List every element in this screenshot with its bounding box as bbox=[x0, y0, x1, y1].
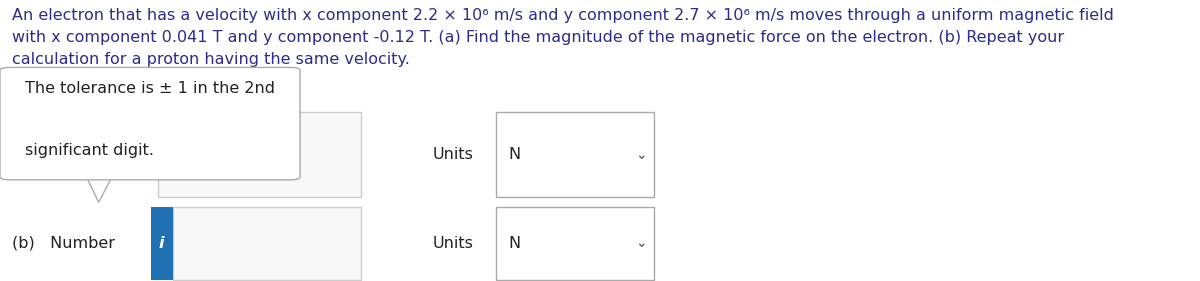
Text: Units: Units bbox=[432, 147, 473, 162]
Text: ⌄: ⌄ bbox=[635, 148, 647, 162]
FancyBboxPatch shape bbox=[497, 207, 654, 280]
FancyBboxPatch shape bbox=[0, 67, 300, 180]
Text: (b)   Number: (b) Number bbox=[12, 235, 115, 251]
FancyBboxPatch shape bbox=[150, 207, 173, 280]
Text: N: N bbox=[509, 235, 521, 251]
Text: The tolerance is ± 1 in the 2nd: The tolerance is ± 1 in the 2nd bbox=[25, 81, 276, 96]
Text: Units: Units bbox=[432, 235, 473, 251]
FancyBboxPatch shape bbox=[173, 207, 361, 280]
FancyBboxPatch shape bbox=[497, 112, 654, 197]
Text: significant digit.: significant digit. bbox=[25, 143, 155, 158]
Text: ⌄: ⌄ bbox=[635, 236, 647, 250]
Text: N: N bbox=[509, 147, 521, 162]
Text: An electron that has a velocity with x component 2.2 × 10⁶ m/s and y component 2: An electron that has a velocity with x c… bbox=[12, 8, 1114, 67]
Text: i: i bbox=[158, 235, 164, 251]
FancyBboxPatch shape bbox=[157, 112, 361, 197]
Polygon shape bbox=[86, 177, 112, 202]
